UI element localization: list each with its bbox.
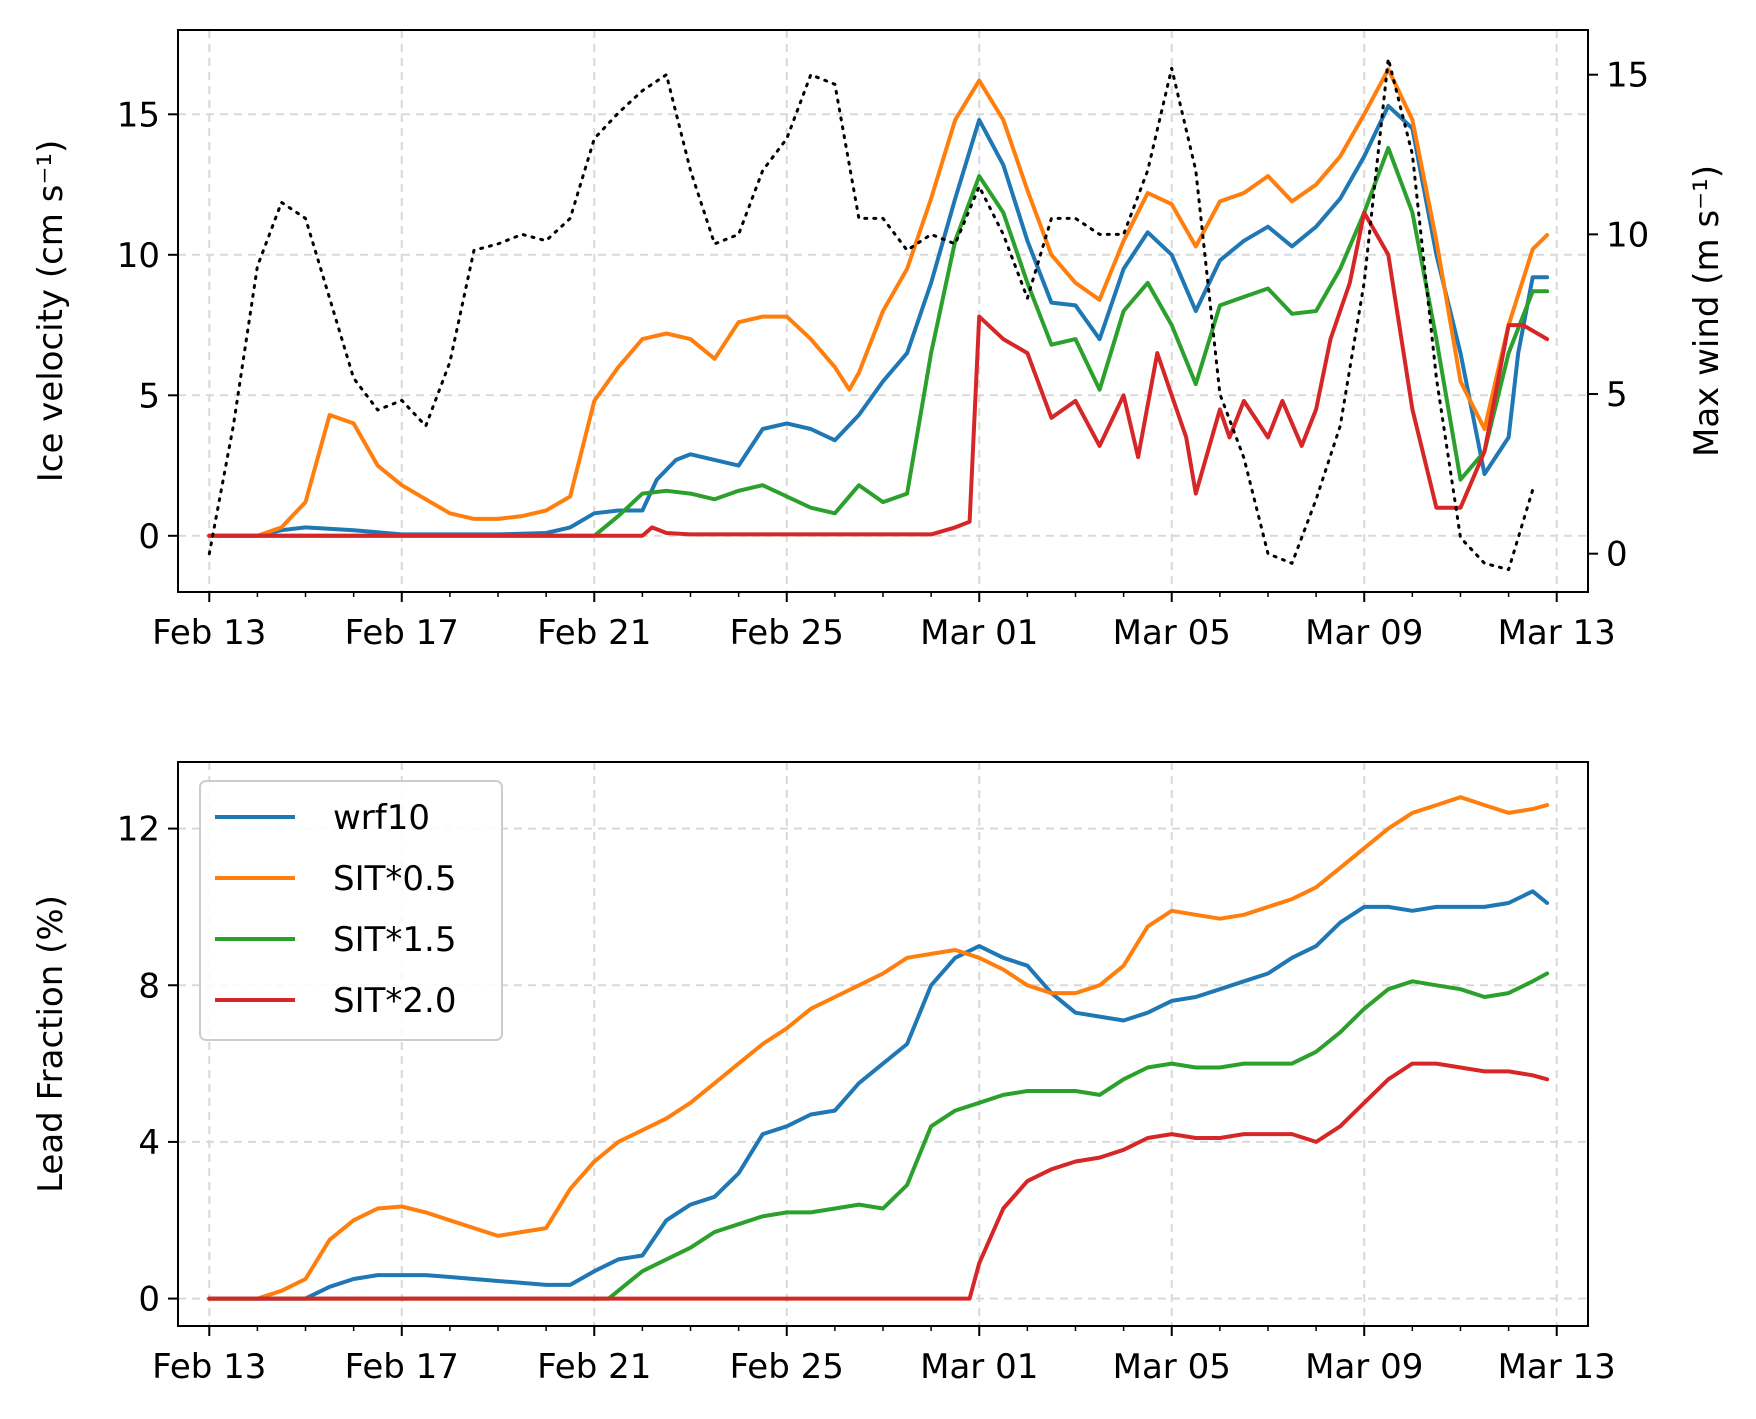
bottom-y-tick-label: 12: [117, 810, 160, 850]
top-x-tick-label: Feb 13: [152, 613, 266, 653]
top-x-tick-label: Feb 17: [345, 613, 459, 653]
top-x-tick-label: Mar 09: [1305, 613, 1423, 653]
bottom-y-tick-label: 8: [138, 966, 160, 1006]
top-x-tick-label: Feb 21: [537, 613, 651, 653]
bottom-ticks: Feb 13 Feb 17 Feb 21 Feb 25 Mar 01 Mar 05 Mar …: [117, 810, 1616, 1387]
top-series-wrf10: [207, 103, 1550, 538]
top-x-tick-label: Feb 25: [730, 613, 844, 653]
ice-velocity-panel: Feb 13 Feb 17 Feb 21 Feb 25 Mar 01 Mar 05 Mar …: [31, 29, 1727, 653]
top-series-max-wind: [207, 57, 1535, 572]
top-ticks: Feb 13 Feb 17 Feb 21 Feb 25 Mar 01 Mar 05 Mar …: [117, 56, 1650, 653]
bottom-series-sit-2-0: [207, 1061, 1550, 1301]
bottom-x-tick-label: Mar 09: [1305, 1347, 1423, 1387]
top-y2-tick-label: 0: [1606, 535, 1628, 575]
legend: wrf10 SIT*0.5 SIT*1.5 SIT*2.0: [199, 780, 503, 1041]
legend-label: wrf10: [333, 798, 430, 838]
bottom-x-tick-label: Mar 01: [920, 1347, 1038, 1387]
top-y2-tick-label: 10: [1606, 215, 1649, 255]
top-x-tick-label: Mar 05: [1113, 613, 1231, 653]
lead-fraction-panel: Feb 13 Feb 17 Feb 21 Feb 25 Mar 01 Mar 05 Mar …: [31, 761, 1616, 1387]
top-y2-tick-label: 5: [1606, 375, 1628, 415]
top-series-sit-2-0: [207, 210, 1550, 538]
top-x-tick-label: Mar 01: [920, 613, 1038, 653]
top-series-lines: [207, 57, 1550, 572]
top-y2-tick-label: 15: [1606, 56, 1649, 96]
bottom-x-tick-label: Feb 13: [152, 1347, 266, 1387]
top-y-tick-label: 15: [117, 95, 160, 135]
legend-label: SIT*0.5: [333, 859, 456, 899]
bottom-x-tick-label: Feb 21: [537, 1347, 651, 1387]
bottom-y-tick-label: 0: [138, 1280, 160, 1320]
legend-box: [199, 780, 503, 1041]
top-y-tick-label: 5: [138, 376, 160, 416]
top-y2-axis-label: Max wind (m s⁻¹): [1687, 165, 1727, 457]
bottom-x-tick-label: Mar 13: [1498, 1347, 1616, 1387]
legend-label: SIT*2.0: [333, 981, 456, 1021]
legend-label: SIT*1.5: [333, 920, 456, 960]
bottom-y-tick-label: 4: [138, 1123, 160, 1163]
bottom-series-wrf10: [207, 889, 1550, 1301]
top-y-tick-label: 0: [138, 517, 160, 557]
bottom-series-lines: [207, 795, 1550, 1301]
top-y-axis-label: Ice velocity (cm s⁻¹): [31, 140, 71, 483]
bottom-y-axis-label: Lead Fraction (%): [31, 895, 71, 1193]
top-y-tick-label: 10: [117, 236, 160, 276]
bottom-x-tick-label: Feb 25: [730, 1347, 844, 1387]
bottom-series-sit-0-5: [207, 795, 1550, 1301]
top-x-tick-label: Mar 13: [1498, 613, 1616, 653]
bottom-x-tick-label: Mar 05: [1113, 1347, 1231, 1387]
bottom-x-tick-label: Feb 17: [345, 1347, 459, 1387]
top-series-sit-0-5: [207, 67, 1550, 538]
